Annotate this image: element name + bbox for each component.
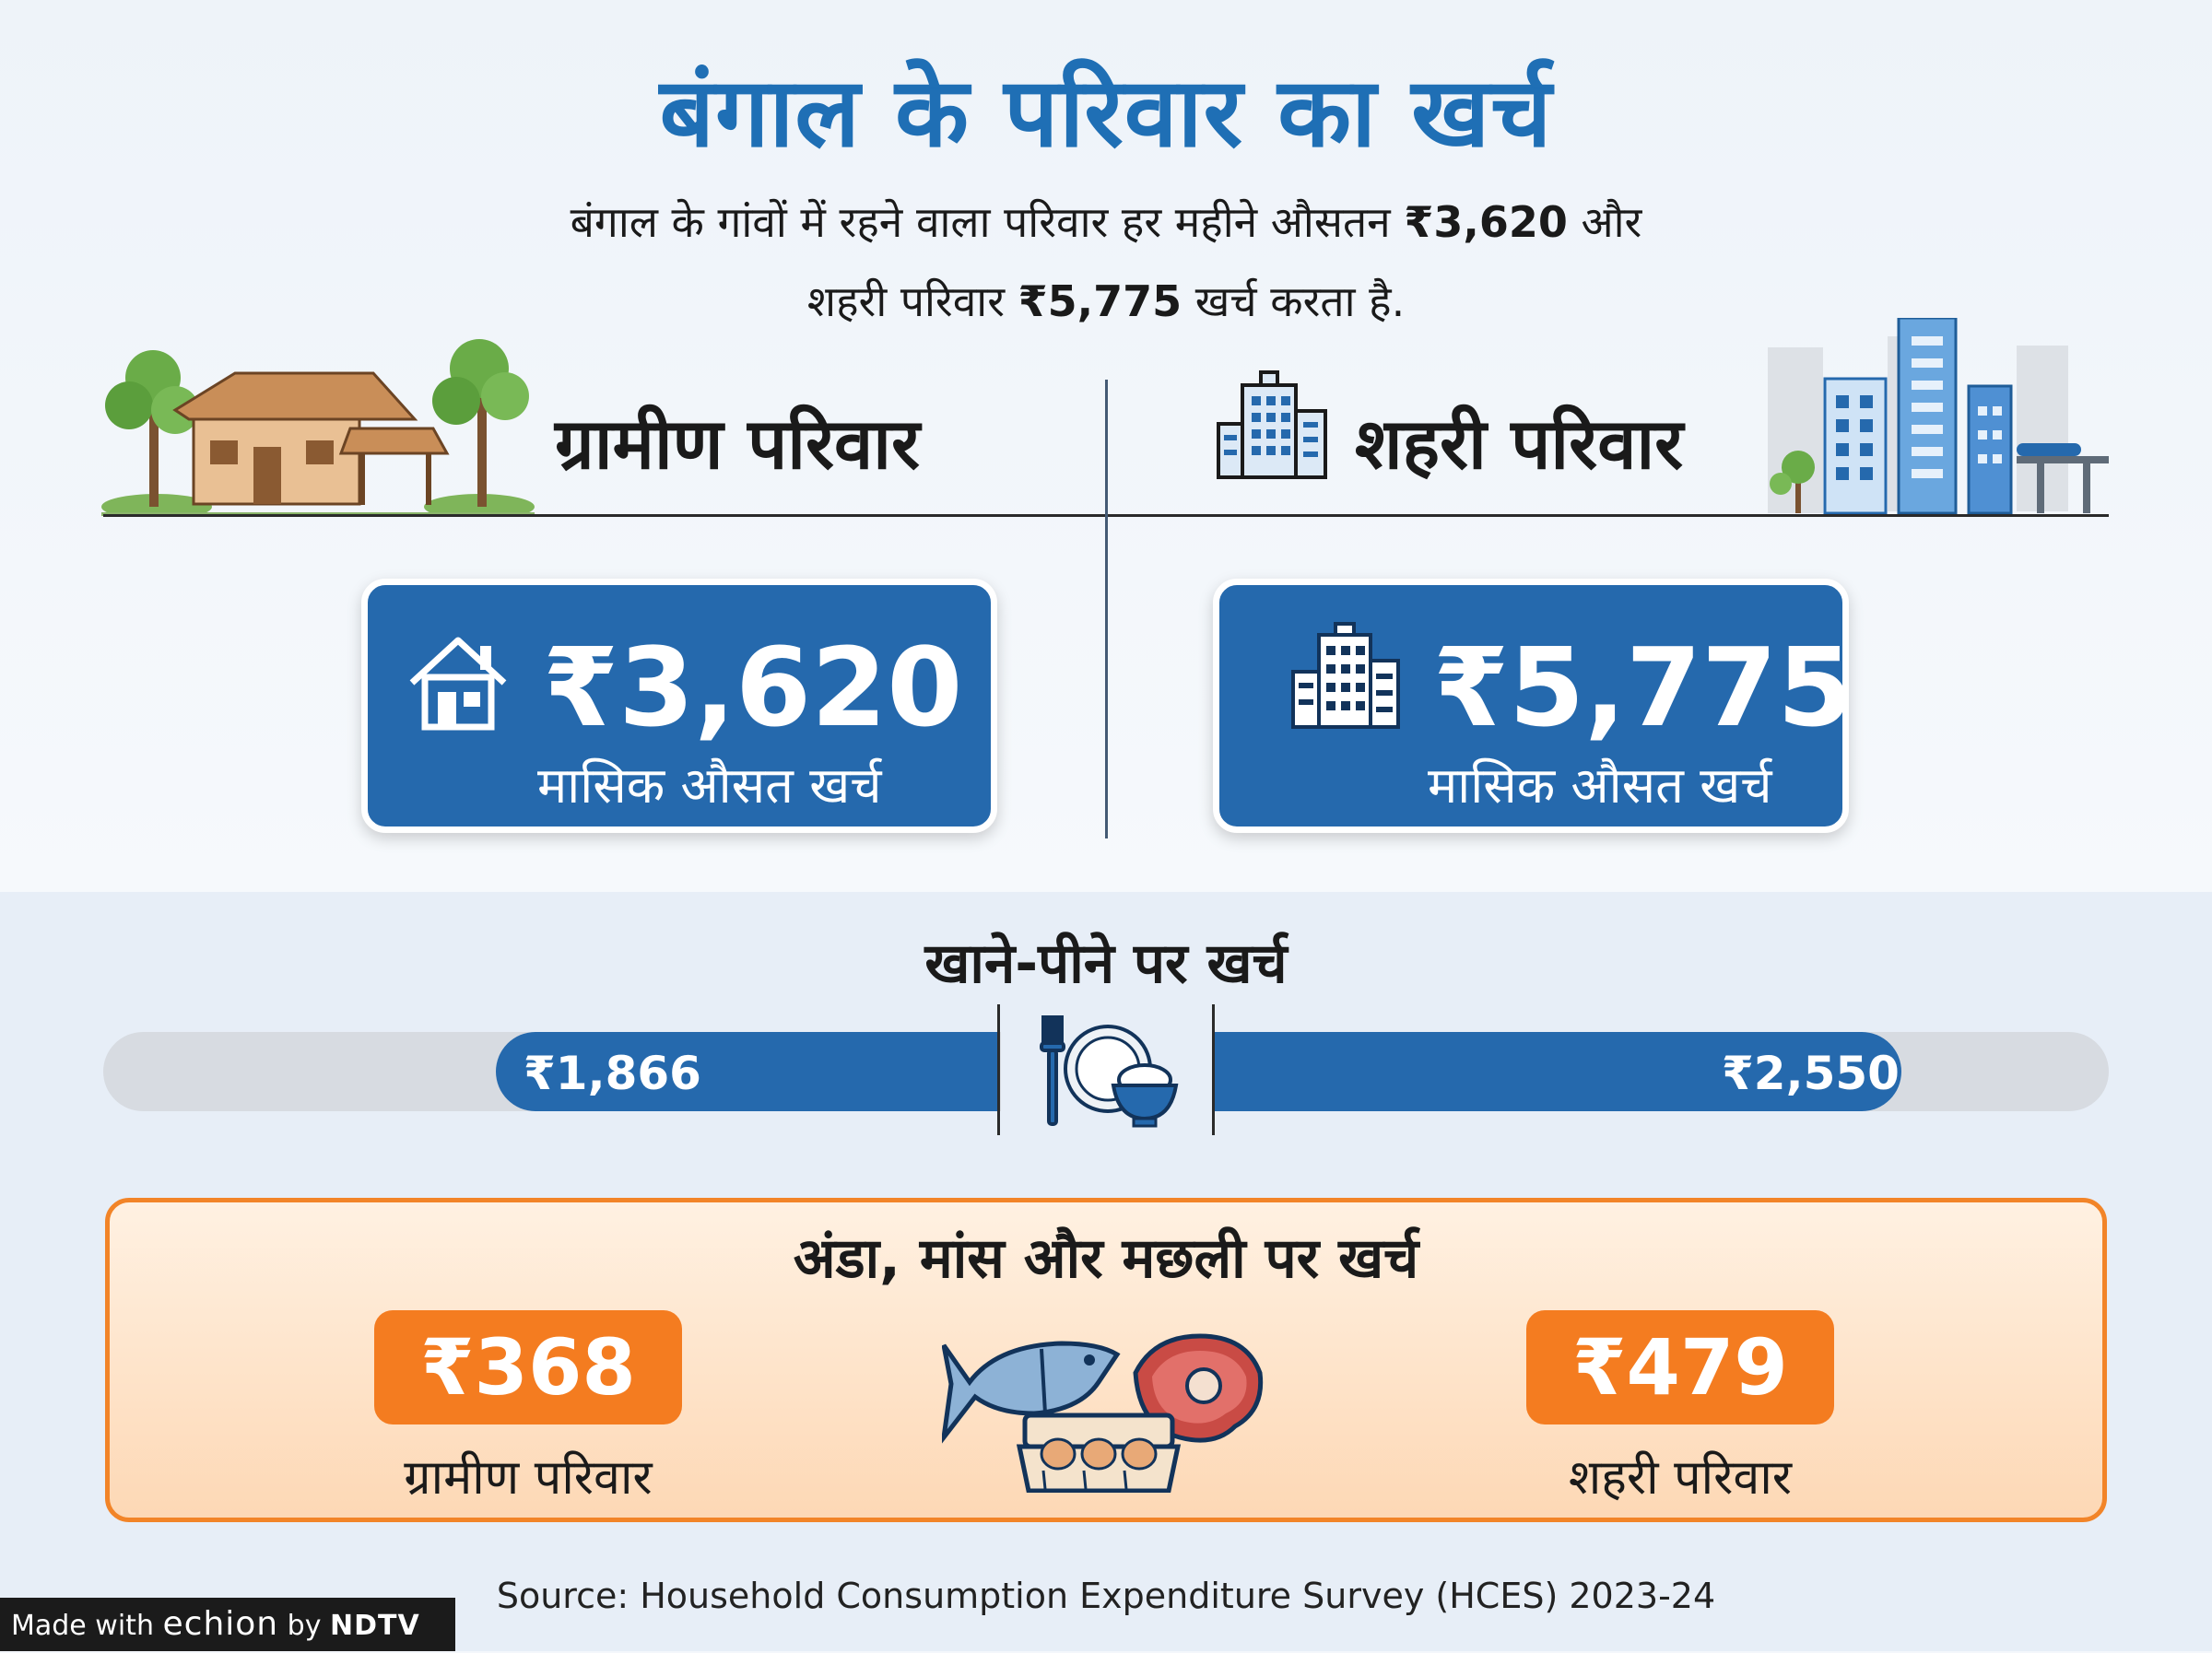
rural-monthly-label: मासिक औसत खर्च bbox=[537, 756, 882, 815]
city-skyline-illustration bbox=[1768, 318, 2109, 515]
page-title: बंगाल के परिवार का खर्च bbox=[659, 56, 1553, 169]
urban-food-value: ₹2,550 bbox=[1722, 1047, 1900, 1100]
subtitle-line1-end: और bbox=[1581, 197, 1642, 247]
echion-logo: echion bbox=[162, 1605, 279, 1643]
center-divider-line bbox=[1105, 380, 1108, 838]
source-citation: Source: Household Consumption Expenditur… bbox=[496, 1576, 1716, 1616]
page-subtitle: बंगाल के गांवों में रहने वाला परिवार हर … bbox=[276, 182, 1936, 341]
subtitle-line2-text: शहरी परिवार bbox=[806, 276, 1006, 326]
subtitle-line1-text: बंगाल के गांवों में रहने वाला परिवार हर … bbox=[570, 197, 1391, 247]
food-section-title: खाने-पीने पर खर्च bbox=[924, 932, 1288, 996]
village-house-illustration bbox=[101, 339, 535, 516]
plate-fork-bowl-icon bbox=[1040, 1015, 1179, 1128]
subtitle-rural-amount: ₹3,620 bbox=[1404, 197, 1568, 247]
building-icon bbox=[1217, 370, 1327, 479]
urban-food-bar-fill bbox=[1213, 1032, 1901, 1111]
food-bar-left-separator bbox=[997, 1004, 1000, 1135]
urban-monthly-amount: ₹5,775 bbox=[1433, 624, 1853, 751]
subtitle-urban-amount: ₹5,775 bbox=[1018, 276, 1182, 326]
urban-monthly-card: ₹5,775 मासिक औसत खर्च bbox=[1213, 579, 1853, 833]
rural-header-label: ग्रामीण परिवार bbox=[555, 403, 921, 485]
fish-meat-eggs-icon bbox=[942, 1333, 1264, 1493]
house-icon bbox=[409, 637, 507, 731]
urban-meat-label: शहरी परिवार bbox=[1568, 1450, 1793, 1506]
rural-food-value: ₹1,866 bbox=[524, 1047, 701, 1100]
rural-monthly-card: ₹3,620 मासिक औसत खर्च bbox=[361, 579, 997, 833]
rural-monthly-amount: ₹3,620 bbox=[543, 624, 963, 751]
food-bar-right-separator bbox=[1212, 1004, 1215, 1135]
by-text: by bbox=[287, 1610, 322, 1642]
urban-meat-value-badge: ₹479 bbox=[1526, 1310, 1834, 1424]
urban-header-label: शहरी परिवार bbox=[1355, 403, 1684, 485]
office-building-icon bbox=[1291, 622, 1400, 729]
rural-meat-value-badge: ₹368 bbox=[374, 1310, 682, 1424]
made-with-text: Made with bbox=[11, 1610, 154, 1642]
urban-monthly-label: मासिक औसत खर्च bbox=[1428, 756, 1772, 815]
ndtv-logo: NDTV bbox=[330, 1610, 420, 1642]
rural-meat-label: ग्रामीण परिवार bbox=[404, 1450, 653, 1506]
meat-section-title: अंडा, मांस और मछली पर खर्च bbox=[793, 1226, 1419, 1291]
made-with-banner: Made with echion by NDTV bbox=[0, 1598, 455, 1651]
rural-food-bar-fill bbox=[496, 1032, 999, 1111]
subtitle-line2-end: खर्च करता है. bbox=[1194, 276, 1406, 326]
